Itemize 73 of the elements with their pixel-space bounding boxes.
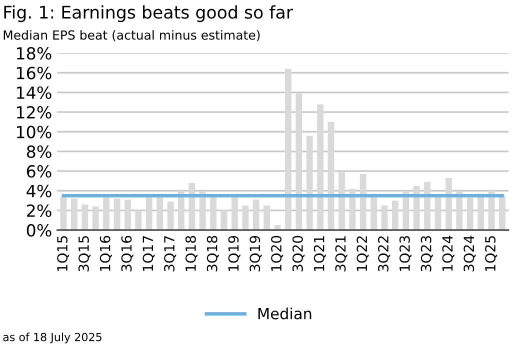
x-tick-label: 3Q19 [250, 236, 262, 272]
bar [349, 188, 356, 230]
bar [360, 174, 366, 230]
bar [71, 198, 78, 230]
y-tick-label: 8% [26, 145, 52, 158]
y-tick-label: 14% [17, 86, 52, 99]
bar [156, 196, 164, 230]
x-tick-label: 3Q21 [335, 236, 348, 272]
x-tick-label: 1Q22 [356, 236, 369, 271]
bar [231, 196, 238, 230]
x-tick-label: 3Q20 [292, 236, 305, 272]
bar [114, 198, 120, 230]
x-tick-label: 3Q18 [206, 236, 219, 272]
x-tick-label: 3Q23 [420, 236, 433, 272]
y-tick-label: 18% [17, 47, 52, 60]
bar [498, 196, 506, 230]
x-tick-label: 1Q18 [185, 236, 198, 271]
y-tick-label: 16% [17, 66, 52, 80]
bar [167, 202, 174, 230]
bar [328, 122, 334, 230]
x-tick-label: 3Q22 [378, 236, 390, 272]
bar [188, 182, 196, 230]
y-tick-label: 6% [26, 165, 52, 178]
x-tick-label: 3Q17 [164, 236, 176, 272]
x-tick-label: 1Q16 [100, 236, 112, 271]
bar [338, 172, 345, 230]
bar [178, 190, 184, 230]
bar [284, 68, 292, 230]
chart-subtitle: Median EPS beat (actual minus estimate) [4, 30, 260, 42]
bar [466, 198, 474, 230]
x-tick-label: 3Q15 [78, 236, 91, 272]
bar [242, 206, 249, 230]
bar [478, 194, 484, 230]
text: as of 18 July 2025 [3, 332, 102, 344]
bar [92, 206, 99, 230]
x-tick-label: 1Q20 [271, 236, 284, 271]
bar [317, 104, 324, 230]
x-tick-label: 1Q15 [57, 236, 70, 271]
y-tick-label: 12% [17, 106, 52, 119]
y-tick-label: 2% [27, 204, 52, 217]
chart-title: Fig. 1: Earnings beats good so far [4, 5, 294, 22]
bar [135, 210, 142, 230]
bar [296, 93, 302, 230]
legend-label: Median [258, 308, 312, 320]
bar [252, 200, 260, 230]
bar [124, 200, 131, 230]
x-tick-label: 1Q21 [314, 236, 326, 271]
bar [146, 196, 152, 230]
bar [456, 192, 463, 230]
bar [210, 196, 217, 230]
y-tick-label: 10% [17, 126, 52, 138]
x-tick-label: 1Q25 [485, 236, 498, 271]
y-tick-label: 4% [26, 184, 52, 198]
bar [60, 196, 67, 230]
bar [445, 178, 452, 230]
y-tick-label: 0% [26, 224, 52, 237]
bar [392, 200, 398, 230]
bar [424, 182, 431, 230]
x-tick-label: 1Q17 [142, 236, 155, 271]
x-tick-label: 1Q24 [442, 236, 454, 271]
bar [264, 206, 270, 230]
x-tick-label: 1Q23 [399, 236, 412, 271]
bar [82, 204, 88, 230]
x-tick-label: 1Q19 [228, 236, 240, 271]
x-tick-label: 3Q24 [464, 236, 476, 272]
bar [402, 190, 410, 230]
bar [381, 206, 388, 230]
bar [220, 210, 228, 230]
bar [103, 196, 110, 230]
bar [413, 186, 420, 230]
x-tick-label: 3Q16 [121, 236, 134, 272]
bar [370, 194, 378, 230]
bar [306, 136, 313, 230]
